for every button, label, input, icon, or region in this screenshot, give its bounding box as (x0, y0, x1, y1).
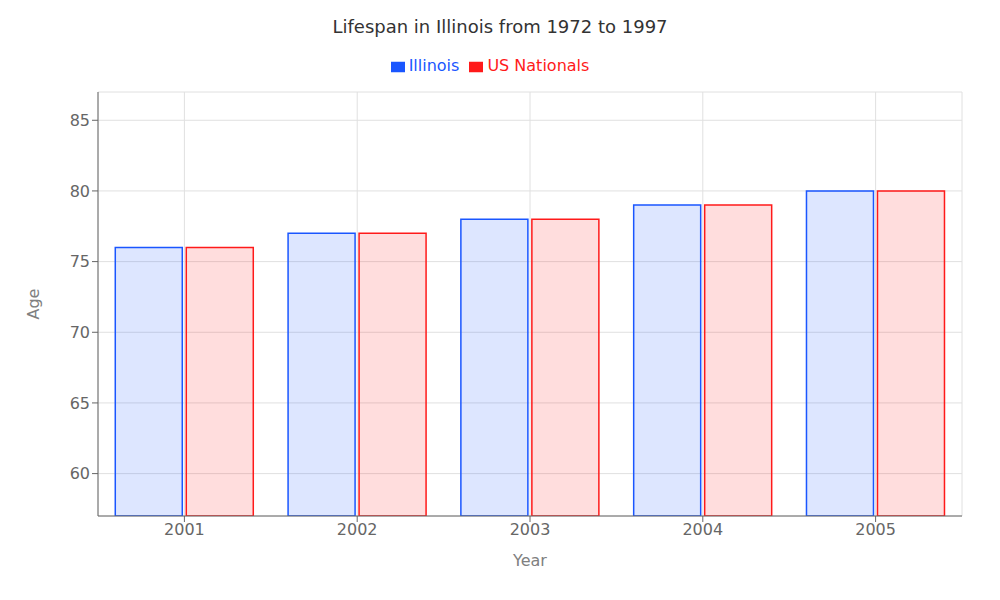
html-text:Illinois: Illinois (408, 56, 460, 75)
svg-text:Year: Year (512, 551, 547, 570)
html-text:Lifespan in Illinois from 1972: Lifespan in Illinois from 1972 to 1997 (332, 16, 668, 37)
svg-text:80: 80 (70, 182, 90, 201)
svg-text:65: 65 (70, 394, 90, 413)
svg-text:85: 85 (70, 111, 90, 130)
svg-text:2002: 2002 (337, 520, 378, 539)
svg-text:75: 75 (70, 252, 90, 271)
svg-text:2001: 2001 (164, 520, 205, 539)
svg-text:60: 60 (70, 464, 90, 483)
svg-text:2003: 2003 (510, 520, 551, 539)
svg-text:Age: Age (24, 289, 43, 320)
svg-text:70: 70 (70, 323, 90, 342)
svg-text:2005: 2005 (855, 520, 896, 539)
html-text:US Nationals: US Nationals (487, 56, 590, 75)
svg-text:2004: 2004 (682, 520, 723, 539)
